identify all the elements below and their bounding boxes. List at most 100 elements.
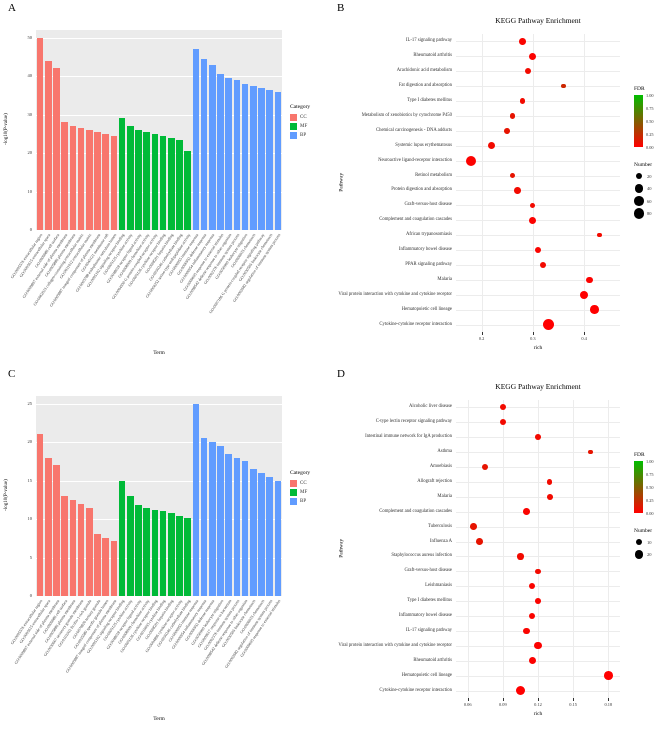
x-axis-label: Term	[153, 716, 165, 722]
bar	[53, 465, 60, 596]
y-gridline	[456, 422, 620, 424]
plot-background	[36, 30, 282, 230]
chart-title: KEGG Pathway Enrichment	[495, 382, 581, 391]
pathway-label: Intestinal immune network for IgA produc…	[365, 434, 452, 440]
bar	[118, 118, 126, 230]
data-point	[488, 142, 496, 150]
data-point	[517, 553, 524, 560]
x-gridline	[584, 34, 586, 332]
bar	[225, 78, 232, 230]
number-legend-dot	[633, 208, 645, 219]
x-gridline	[573, 400, 575, 698]
data-point	[535, 568, 541, 574]
pathway-label: Metabolism of xenobiotics by cytochrome …	[361, 112, 452, 118]
x-tick-label: 0.09	[499, 702, 507, 707]
data-point	[534, 642, 542, 650]
data-point	[534, 246, 542, 254]
bar	[274, 91, 282, 230]
y-gridline	[456, 556, 620, 558]
bar	[94, 131, 101, 230]
data-point	[529, 583, 536, 590]
y-gridline	[456, 481, 620, 483]
pathway-label: Chemical carcinogenesis - DNA adducts	[375, 127, 452, 133]
y-gridline	[36, 37, 282, 39]
bar	[159, 135, 167, 230]
fdr-gradient-bar	[634, 95, 643, 147]
x-gridline	[467, 400, 469, 698]
panel-letter-b: B	[337, 2, 345, 14]
y-gridline	[36, 480, 282, 482]
fdr-tick-label: 0.00	[646, 510, 654, 516]
data-point	[529, 216, 537, 224]
y-gridline	[36, 596, 282, 597]
legend-title: Category	[290, 470, 311, 476]
legend-swatch	[290, 489, 297, 496]
bar	[110, 540, 118, 596]
x-tick	[573, 698, 575, 701]
x-tick	[538, 698, 539, 701]
bar	[168, 512, 175, 596]
x-tick	[502, 698, 504, 701]
pathway-label: Fat digestion and absorption	[398, 83, 452, 89]
y-tick-label: 0	[29, 593, 32, 599]
pathway-label: Influenza A	[430, 538, 452, 544]
y-gridline	[456, 279, 620, 281]
bar	[266, 476, 273, 596]
bar	[69, 499, 77, 596]
x-tick-label: 0.2	[478, 336, 485, 341]
pathway-label: Protein digestion and absorption	[391, 187, 452, 193]
bar	[94, 534, 101, 596]
data-point	[546, 494, 553, 500]
y-gridline	[36, 519, 282, 521]
data-point	[528, 657, 536, 665]
bar	[36, 37, 44, 230]
bar	[184, 517, 191, 596]
bar	[36, 434, 44, 596]
pathway-label: Hematopoietic cell lineage	[401, 672, 452, 678]
y-axis-label: -log10(P-value)	[4, 113, 9, 145]
bar	[102, 133, 109, 230]
bar	[192, 49, 200, 230]
pathway-label: Asthma	[437, 449, 452, 455]
bar	[184, 151, 191, 230]
y-axis-label: Pathway	[338, 172, 345, 192]
number-legend-label: 60	[647, 198, 652, 204]
y-gridline	[456, 324, 620, 326]
bar	[217, 446, 224, 596]
data-point	[522, 627, 530, 635]
bar	[200, 438, 208, 596]
pathway-label: Arachidonic acid metabolism	[396, 68, 452, 74]
panel-letter-a: A	[8, 2, 16, 14]
bar	[176, 516, 183, 596]
x-tick-label: 0.18	[604, 702, 613, 707]
y-gridline	[36, 153, 282, 155]
bar	[258, 87, 265, 230]
data-point	[482, 464, 489, 471]
data-point	[476, 538, 483, 545]
data-point	[466, 155, 477, 166]
y-gridline	[456, 294, 620, 296]
panel-letter-d: D	[337, 368, 345, 380]
pathway-label: Retinol metabolism	[415, 172, 452, 178]
y-tick-label: 40	[27, 73, 33, 79]
fdr-tick-label: 0.25	[646, 131, 654, 137]
fdr-tick-label: 0.00	[646, 144, 654, 150]
pathway-label: Rheumatoid arthritis	[413, 53, 452, 59]
data-point	[524, 68, 531, 75]
fdr-legend-title: FDR	[634, 86, 645, 92]
x-tick	[532, 332, 534, 335]
bar	[102, 538, 109, 596]
bar	[192, 403, 200, 596]
y-gridline	[456, 526, 620, 528]
x-tick	[608, 698, 610, 701]
x-tick	[584, 332, 586, 335]
fdr-tick-label: 1.00	[646, 92, 654, 98]
bar	[241, 461, 249, 596]
y-gridline	[456, 616, 620, 618]
fdr-tick-label: 1.00	[646, 458, 654, 464]
pathway-label: Viral protein interaction with cytokine …	[338, 642, 452, 648]
bar	[118, 480, 126, 596]
y-gridline	[36, 114, 282, 116]
number-legend-label: 10	[647, 539, 652, 545]
data-point	[547, 479, 553, 485]
